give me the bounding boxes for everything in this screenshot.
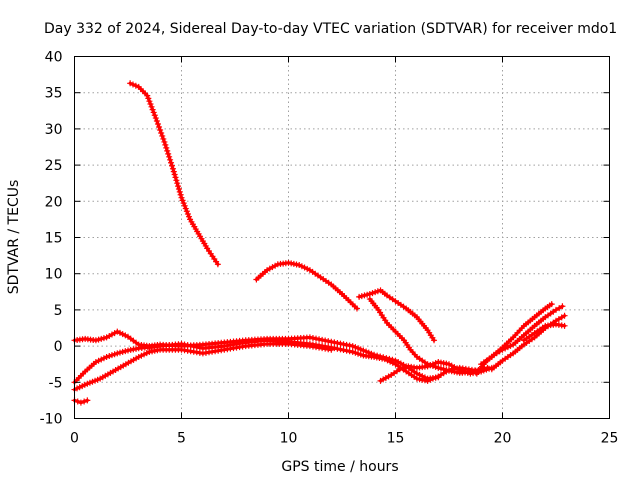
series-arc-2 <box>253 259 360 312</box>
y-tick-label: 20 <box>45 194 63 210</box>
series-arc-12 <box>488 312 568 373</box>
y-tick-label: 35 <box>45 86 63 102</box>
series-markers <box>366 296 491 376</box>
series-arc-3 <box>356 287 438 344</box>
x-tick-label: 20 <box>494 431 512 447</box>
x-tick-label: 25 <box>601 431 619 447</box>
series-markers <box>127 80 221 268</box>
y-axis-label: SDTVAR / TECUs <box>6 180 22 295</box>
y-tick-label: 5 <box>54 303 63 319</box>
series-markers <box>253 259 360 312</box>
y-tick-label: 15 <box>45 231 63 247</box>
series-arc-13 <box>520 321 568 344</box>
series-markers <box>356 287 438 344</box>
y-tick-label: 0 <box>54 339 63 355</box>
y-tick-label: -10 <box>40 412 63 428</box>
y-tick-label: 10 <box>45 267 63 283</box>
series-arc-4 <box>366 296 491 376</box>
series-markers <box>520 321 568 344</box>
x-tick-label: 0 <box>70 431 79 447</box>
x-axis-label: GPS time / hours <box>281 459 398 475</box>
chart-title: Day 332 of 2024, Sidereal Day-to-day VTE… <box>44 21 617 37</box>
series-arc-9 <box>377 359 495 384</box>
x-axis-ticks: 0 5 10 15 20 25 <box>70 56 619 447</box>
series-markers <box>71 328 442 382</box>
series-arc-11 <box>478 301 555 368</box>
y-tick-label: 40 <box>45 50 63 66</box>
series-markers <box>478 301 555 368</box>
y-axis-ticks: -10 -5 0 5 10 15 20 25 30 35 40 <box>40 50 610 428</box>
y-tick-label: 30 <box>45 122 63 138</box>
y-tick-label: 25 <box>45 158 63 174</box>
x-tick-label: 15 <box>387 431 405 447</box>
y-tick-label: -5 <box>49 375 63 391</box>
x-tick-label: 10 <box>280 431 298 447</box>
x-tick-label: 5 <box>177 431 186 447</box>
series-arc-5 <box>71 328 442 382</box>
series-arc-1 <box>127 80 221 268</box>
